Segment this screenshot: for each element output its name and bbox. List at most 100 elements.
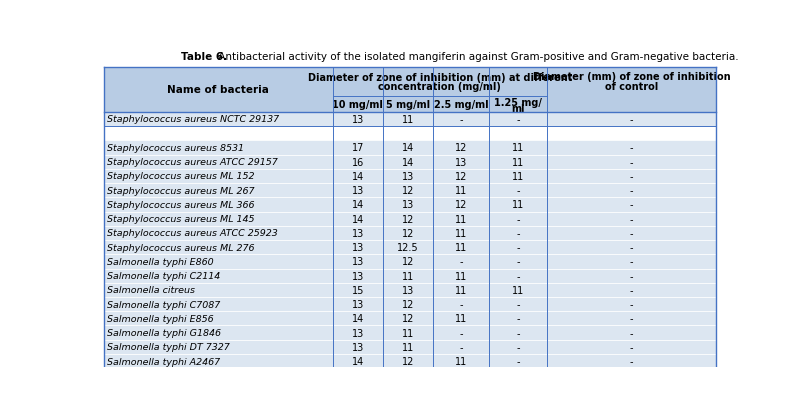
Text: 12: 12 (455, 171, 467, 181)
Bar (333, 255, 383, 269)
Text: Salmonella typhi DT 7327: Salmonella typhi DT 7327 (107, 342, 230, 351)
Bar (434, 198, 489, 212)
Bar (547, 354, 716, 368)
Bar (333, 240, 383, 255)
Bar (547, 169, 716, 184)
Text: -: - (630, 313, 634, 324)
Text: 1.25 mg/: 1.25 mg/ (494, 97, 542, 107)
Bar (489, 340, 547, 354)
Bar (104, 283, 333, 297)
Text: -: - (459, 299, 463, 309)
Bar (383, 297, 434, 311)
Text: 12: 12 (402, 299, 414, 309)
Text: 12.5: 12.5 (398, 242, 419, 252)
Bar (547, 113, 716, 127)
Bar (333, 113, 383, 127)
Bar (104, 68, 333, 113)
Text: -: - (630, 143, 634, 153)
Text: -: - (630, 328, 634, 338)
Text: -: - (516, 299, 520, 309)
Bar (434, 326, 489, 340)
Bar (333, 354, 383, 368)
Text: 12: 12 (455, 200, 467, 210)
Text: Staphylococcus aureus ML 145: Staphylococcus aureus ML 145 (107, 215, 254, 223)
Bar (104, 169, 333, 184)
Bar (547, 184, 716, 198)
Text: Staphylococcus aureus ATCC 25923: Staphylococcus aureus ATCC 25923 (107, 229, 278, 238)
Text: -: - (516, 115, 520, 125)
Text: -: - (459, 115, 463, 125)
Bar (104, 113, 333, 127)
Bar (104, 240, 333, 255)
Text: 13: 13 (402, 285, 414, 295)
Bar (547, 311, 716, 326)
Bar (333, 269, 383, 283)
Bar (333, 198, 383, 212)
Text: 14: 14 (351, 356, 364, 366)
Bar (434, 113, 489, 127)
Text: 16: 16 (351, 157, 364, 167)
Bar (489, 311, 547, 326)
Text: -: - (630, 242, 634, 252)
Bar (434, 212, 489, 226)
Bar (104, 155, 333, 169)
Text: -: - (516, 328, 520, 338)
Text: Staphylococcus aureus ML 366: Staphylococcus aureus ML 366 (107, 200, 254, 209)
Text: Antibacterial activity of the isolated mangiferin against Gram-positive and Gram: Antibacterial activity of the isolated m… (214, 52, 738, 62)
Bar (383, 155, 434, 169)
Bar (489, 226, 547, 240)
Bar (333, 184, 383, 198)
Text: 11: 11 (402, 271, 414, 281)
Text: 11: 11 (402, 342, 414, 352)
Bar (489, 184, 547, 198)
Bar (383, 340, 434, 354)
Bar (547, 198, 716, 212)
Bar (489, 269, 547, 283)
Text: 10 mg/ml: 10 mg/ml (332, 100, 383, 110)
Bar (434, 255, 489, 269)
Bar (547, 141, 716, 155)
Text: Salmonella typhi E860: Salmonella typhi E860 (107, 257, 214, 266)
Bar (333, 340, 383, 354)
Text: -: - (630, 299, 634, 309)
Text: Diameter of zone of inhibition (mm) at different: Diameter of zone of inhibition (mm) at d… (308, 73, 572, 83)
Text: 13: 13 (351, 257, 364, 267)
Bar (333, 311, 383, 326)
Bar (333, 155, 383, 169)
Text: 11: 11 (455, 356, 467, 366)
Text: 14: 14 (402, 143, 414, 153)
Bar (104, 326, 333, 340)
Bar (547, 340, 716, 354)
Bar (104, 297, 333, 311)
Bar (383, 97, 434, 113)
Bar (104, 269, 333, 283)
Bar (333, 169, 383, 184)
Text: 2.5 mg/ml: 2.5 mg/ml (434, 100, 489, 110)
Bar (333, 297, 383, 311)
Text: 13: 13 (455, 157, 467, 167)
Text: -: - (630, 356, 634, 366)
Bar (383, 326, 434, 340)
Text: 14: 14 (351, 200, 364, 210)
Bar (434, 141, 489, 155)
Text: Staphylococcus aureus 8531: Staphylococcus aureus 8531 (107, 144, 244, 152)
Text: -: - (516, 214, 520, 224)
Text: 14: 14 (402, 157, 414, 167)
Text: -: - (516, 228, 520, 238)
Text: -: - (630, 171, 634, 181)
Text: 11: 11 (455, 271, 467, 281)
Text: 13: 13 (351, 115, 364, 125)
Bar (383, 354, 434, 368)
Text: 14: 14 (351, 171, 364, 181)
Bar (383, 283, 434, 297)
Bar (434, 269, 489, 283)
Bar (434, 169, 489, 184)
Bar (547, 255, 716, 269)
Text: -: - (459, 257, 463, 267)
Text: 12: 12 (402, 214, 414, 224)
Bar (434, 184, 489, 198)
Text: -: - (630, 342, 634, 352)
Bar (434, 340, 489, 354)
Text: Salmonella typhi C2114: Salmonella typhi C2114 (107, 271, 220, 280)
Bar (104, 198, 333, 212)
